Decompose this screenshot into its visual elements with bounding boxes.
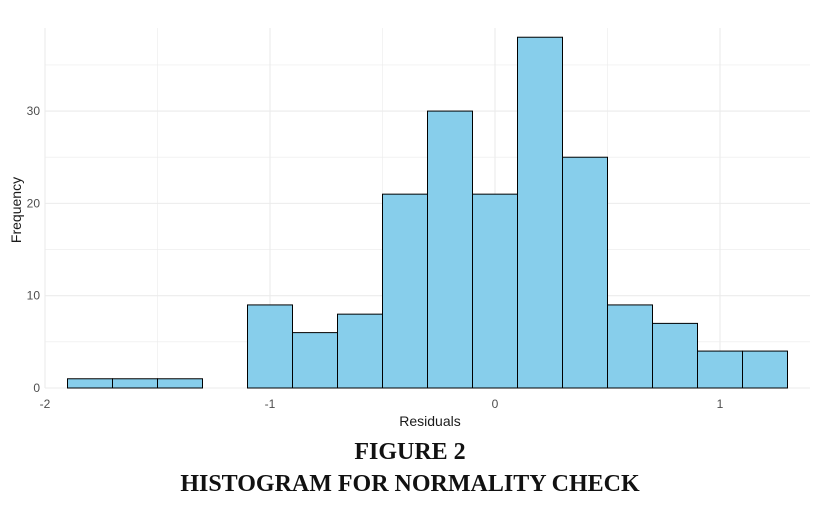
- x-tick-label: 1: [717, 397, 724, 411]
- y-axis-title: Frequency: [8, 177, 24, 243]
- x-tick-label: -1: [265, 397, 276, 411]
- y-tick-label: 30: [27, 104, 41, 118]
- histogram-bar: [112, 378, 158, 389]
- figure-number: FIGURE 2: [354, 439, 466, 465]
- histogram-bar: [652, 322, 698, 389]
- histogram-bar: [472, 193, 518, 389]
- histogram-bar: [292, 332, 338, 389]
- x-tick-label: -2: [40, 397, 51, 411]
- histogram-bar: [562, 156, 608, 389]
- y-tick-label: 0: [33, 381, 40, 395]
- histogram-bar: [337, 313, 383, 389]
- x-tick-label: 0: [492, 397, 499, 411]
- histogram-bar: [607, 304, 653, 389]
- histogram-bar: [157, 378, 203, 389]
- histogram-bar: [67, 378, 113, 389]
- y-tick-label: 10: [27, 289, 41, 303]
- y-tick-label: 20: [27, 196, 41, 210]
- histogram-bar: [742, 350, 788, 389]
- histogram-bar: [247, 304, 293, 389]
- histogram-bar: [427, 110, 473, 389]
- histogram-bar: [382, 193, 428, 389]
- x-axis-title: Residuals: [399, 413, 460, 429]
- figure-title: HISTOGRAM FOR NORMALITY CHECK: [180, 471, 640, 497]
- x-axis-ticks: -2 -1 0 1: [40, 397, 724, 411]
- bars: [67, 36, 788, 389]
- histogram-bar: [697, 350, 743, 389]
- histogram-chart: 0 10 20 30 -2 -1 0 1 Residuals Frequency: [8, 28, 810, 429]
- histogram-bar: [517, 36, 563, 389]
- y-axis-ticks: 0 10 20 30: [27, 104, 41, 395]
